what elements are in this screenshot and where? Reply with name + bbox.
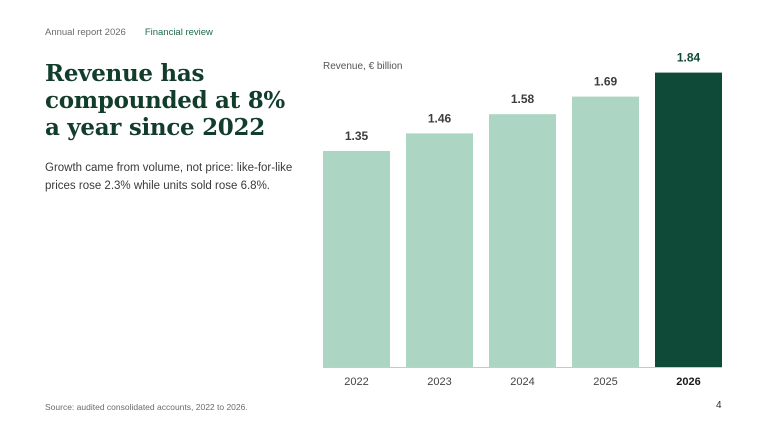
value-labels-group: 1.35 1.46 1.58 1.69 1.84 (345, 51, 701, 143)
x-tick-2023: 2023 (427, 376, 451, 388)
section-name: Financial review (144, 27, 213, 38)
y-axis-label: Revenue, € billion (323, 61, 403, 72)
page-subtitle: Growth came from volume, not price: like… (45, 162, 293, 192)
x-tick-2025: 2025 (593, 376, 617, 388)
bar-2022 (323, 151, 390, 367)
x-tick-2026: 2026 (676, 376, 700, 388)
value-label-2024: 1.58 (511, 92, 535, 106)
value-label-2026: 1.84 (677, 51, 701, 65)
page-title: Revenue has compounded at 8% a year sinc… (45, 60, 285, 141)
bar-2023 (406, 133, 473, 367)
source-note: Source: audited consolidated accounts, 2… (45, 402, 248, 412)
value-label-2023: 1.46 (428, 111, 452, 125)
value-label-2025: 1.69 (594, 75, 618, 89)
x-tick-labels-group: 2022 2023 2024 2025 2026 (344, 376, 700, 388)
report-name: Annual report 2026 (45, 27, 126, 38)
bar-2025 (572, 96, 639, 367)
value-label-2022: 1.35 (345, 129, 369, 143)
bar-2026 (655, 72, 722, 367)
x-tick-2022: 2022 (344, 376, 368, 388)
bars-group (323, 72, 722, 367)
page-number: 4 (716, 400, 722, 411)
x-tick-2024: 2024 (510, 376, 534, 388)
bar-2024 (489, 114, 556, 367)
header: Annual report 2026 Financial review (45, 27, 213, 38)
